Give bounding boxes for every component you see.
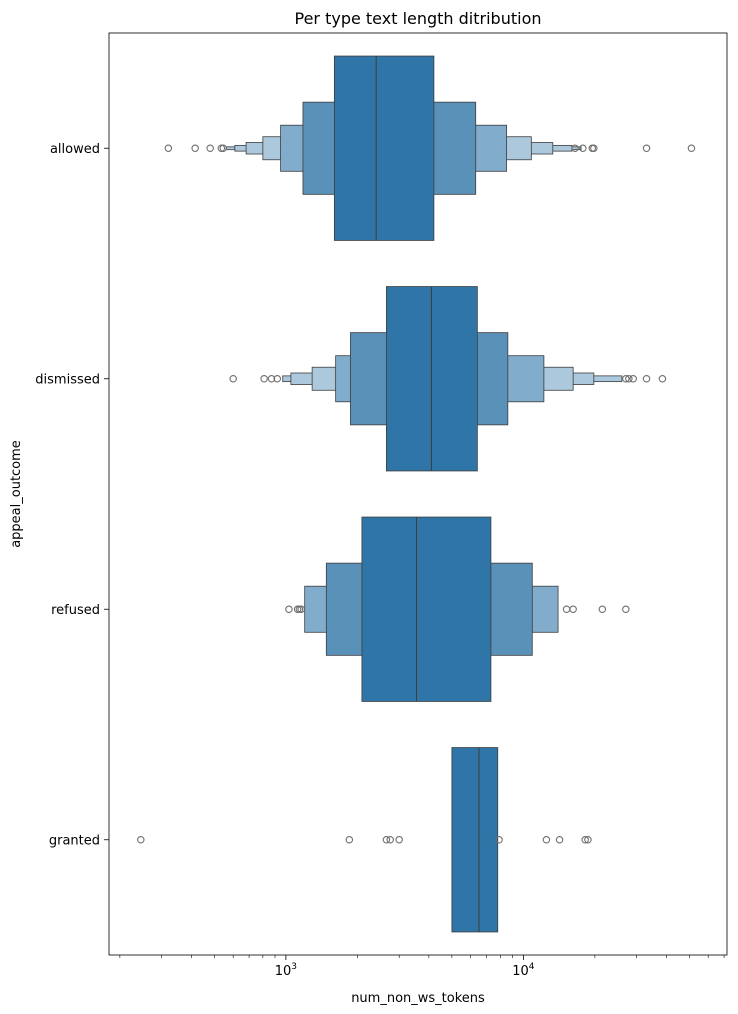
chart-title: Per type text length ditribution xyxy=(294,9,541,28)
outlier-point-granted-5 xyxy=(495,835,503,844)
outlier-point-allowed-6 xyxy=(579,144,587,153)
outlier-point-allowed-9 xyxy=(642,144,651,153)
y-tick-label-refused: refused xyxy=(51,603,100,618)
outlier-point-dismissed-0 xyxy=(229,374,237,383)
outlier-point-allowed-0 xyxy=(164,144,173,153)
outlier-point-granted-9 xyxy=(584,835,592,844)
y-tick-label-allowed: allowed xyxy=(50,142,100,157)
x-axis-label: num_non_ws_tokens xyxy=(351,991,485,1006)
outlier-point-granted-4 xyxy=(395,835,403,844)
outlier-point-allowed-10 xyxy=(687,144,696,153)
outlier-point-granted-7 xyxy=(555,835,564,844)
outlier-point-refused-3 xyxy=(297,605,305,613)
x-tick-label-1: 104 xyxy=(512,962,535,979)
outlier-point-dismissed-8 xyxy=(658,374,667,383)
y-tick-label-dismissed: dismissed xyxy=(35,372,100,387)
outlier-point-allowed-1 xyxy=(191,144,199,153)
outlier-point-refused-7 xyxy=(622,605,630,613)
series-allowed xyxy=(164,55,696,241)
outlier-point-dismissed-2 xyxy=(267,374,276,383)
y-axis-label: appeal_outcome xyxy=(9,440,24,548)
outlier-point-allowed-2 xyxy=(206,144,214,153)
outlier-point-refused-5 xyxy=(569,605,577,613)
outlier-point-dismissed-6 xyxy=(629,374,637,383)
y-tick-label-granted: granted xyxy=(49,833,100,848)
outlier-point-granted-8 xyxy=(581,835,589,844)
boxen-box-allowed-0 xyxy=(333,55,435,241)
x-tick-label-0: 103 xyxy=(275,962,297,979)
outlier-point-allowed-8 xyxy=(590,144,598,153)
series-granted xyxy=(137,747,592,933)
outlier-point-granted-1 xyxy=(345,835,354,844)
outlier-point-granted-6 xyxy=(542,835,551,844)
outlier-point-allowed-5 xyxy=(571,144,579,153)
outlier-point-granted-0 xyxy=(137,835,145,844)
plot-frame xyxy=(108,32,728,956)
outlier-point-refused-0 xyxy=(285,605,293,613)
outlier-point-dismissed-4 xyxy=(622,374,630,383)
outlier-point-dismissed-3 xyxy=(273,374,282,383)
plot-area xyxy=(137,55,696,933)
outlier-point-granted-2 xyxy=(382,835,391,844)
series-dismissed xyxy=(229,286,667,472)
outlier-point-granted-3 xyxy=(386,835,394,844)
outlier-point-dismissed-1 xyxy=(260,374,268,383)
y-axis: allowed dismissed refused granted xyxy=(35,142,109,848)
x-axis: 103 104 xyxy=(119,955,725,979)
boxen-box-granted-0 xyxy=(451,747,499,933)
outlier-point-refused-4 xyxy=(562,605,571,613)
outlier-point-refused-6 xyxy=(598,605,607,613)
outlier-point-dismissed-7 xyxy=(642,374,651,383)
series-refused xyxy=(285,516,630,702)
outlier-point-dismissed-5 xyxy=(625,374,633,383)
outlier-point-allowed-4 xyxy=(219,144,228,153)
boxen-box-refused-0 xyxy=(361,516,492,702)
